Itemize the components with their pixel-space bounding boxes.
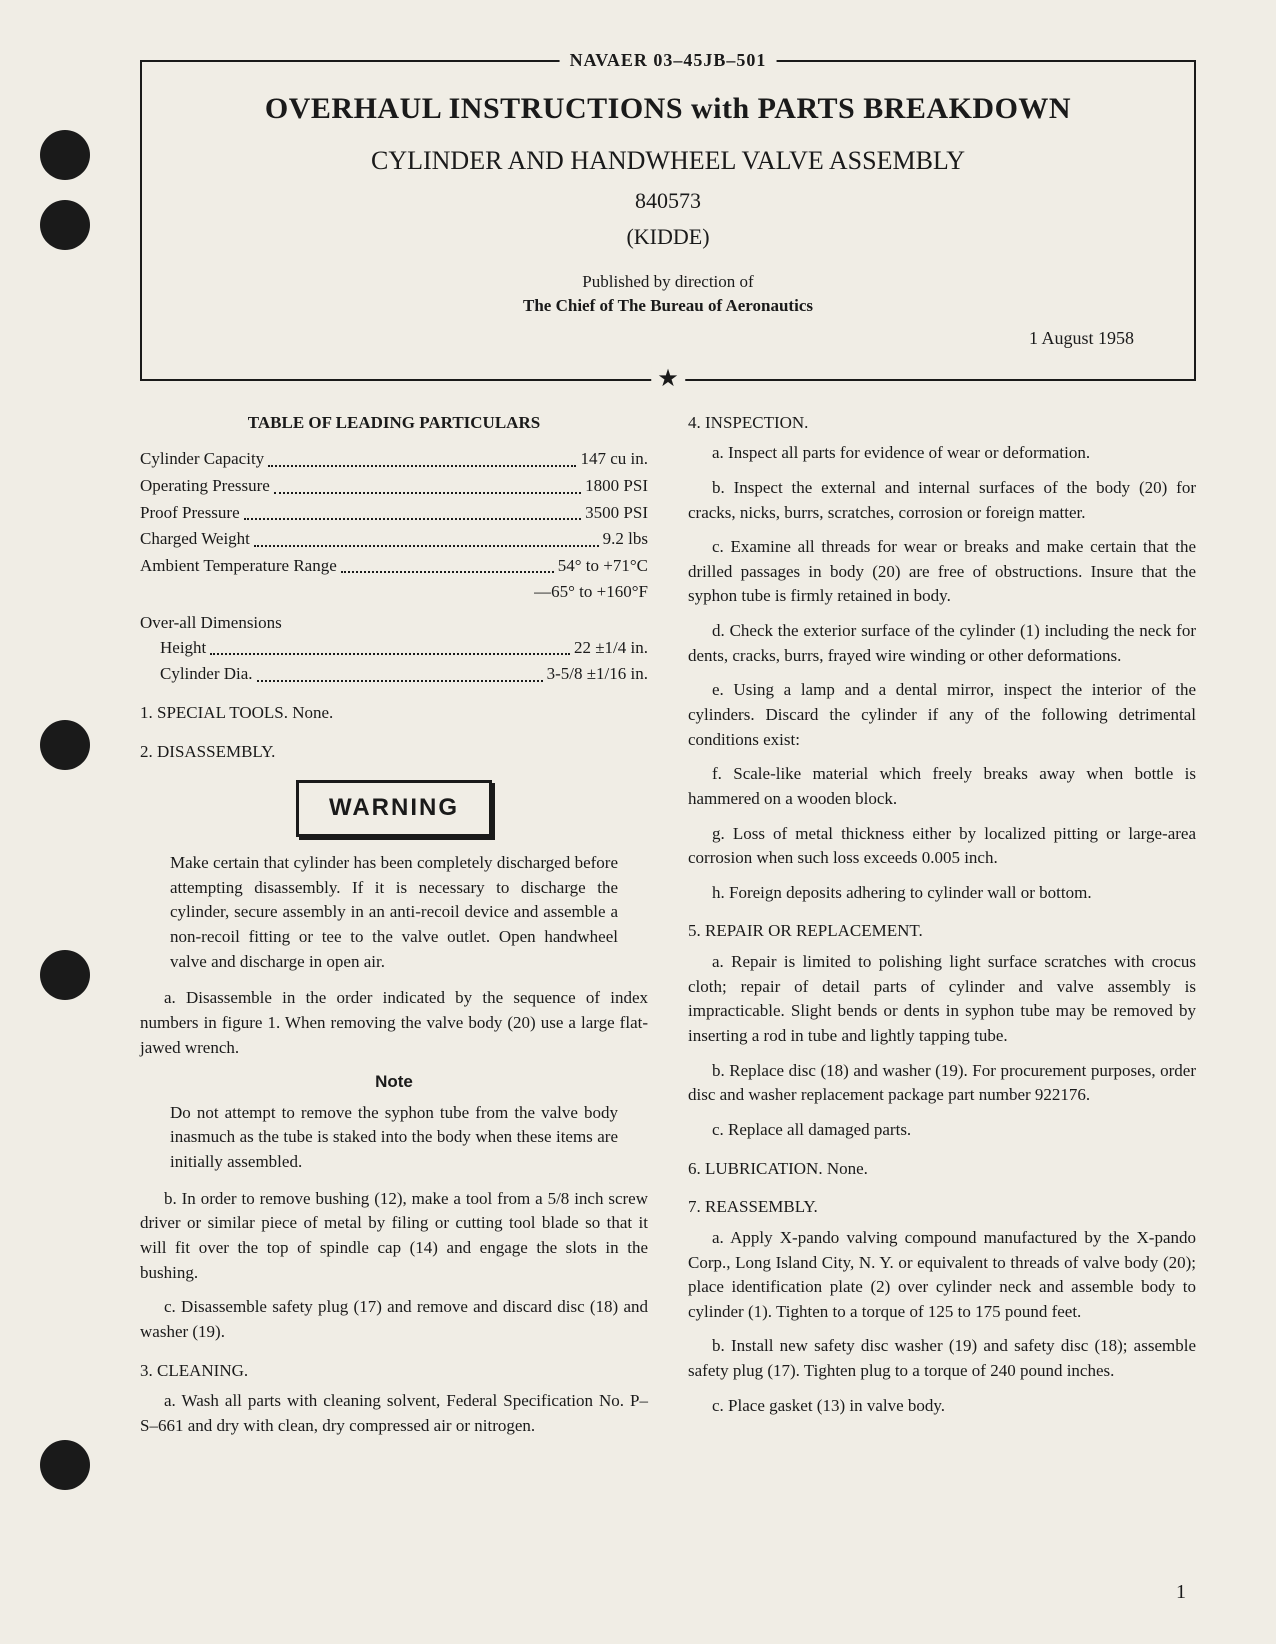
- spec-row: Charged Weight9.2 lbs: [140, 527, 648, 552]
- published-line2: The Chief of The Bureau of Aeronautics: [523, 296, 813, 315]
- section-5: 5. REPAIR OR REPLACEMENT.: [688, 919, 1196, 944]
- note-label: Note: [140, 1070, 648, 1095]
- para-5c: c. Replace all damaged parts.: [688, 1118, 1196, 1143]
- doc-number: NAVAER 03–45JB–501: [560, 50, 777, 71]
- para-4h: h. Foreign deposits adhering to cylinder…: [688, 881, 1196, 906]
- spec-row: Operating Pressure1800 PSI: [140, 474, 648, 499]
- right-column: 4. INSPECTION. a. Inspect all parts for …: [688, 411, 1196, 1449]
- para-4b: b. Inspect the external and internal sur…: [688, 476, 1196, 525]
- para-4e: e. Using a lamp and a dental mirror, ins…: [688, 678, 1196, 752]
- part-number: 840573: [182, 188, 1154, 214]
- punch-hole: [40, 1440, 90, 1490]
- para-2a: a. Disassemble in the order indicated by…: [140, 986, 648, 1060]
- subtitle: CYLINDER AND HANDWHEEL VALVE ASSEMBLY: [182, 146, 1154, 176]
- section-6: 6. LUBRICATION. None.: [688, 1157, 1196, 1182]
- section-3: 3. CLEANING.: [140, 1359, 648, 1384]
- main-title: OVERHAUL INSTRUCTIONS with PARTS BREAKDO…: [182, 92, 1154, 126]
- para-2c: c. Disassemble safety plug (17) and remo…: [140, 1295, 648, 1344]
- para-5b: b. Replace disc (18) and washer (19). Fo…: [688, 1059, 1196, 1108]
- warning-box: WARNING: [296, 780, 492, 837]
- left-column: TABLE OF LEADING PARTICULARS Cylinder Ca…: [140, 411, 648, 1449]
- section-1: 1. SPECIAL TOOLS. None.: [140, 701, 648, 726]
- para-4f: f. Scale-like material which freely brea…: [688, 762, 1196, 811]
- note-body: Do not attempt to remove the syphon tube…: [140, 1101, 648, 1175]
- dims-label: Over-all Dimensions: [140, 611, 648, 636]
- spec-row: Proof Pressure3500 PSI: [140, 501, 648, 526]
- para-4g: g. Loss of metal thickness either by loc…: [688, 822, 1196, 871]
- para-4c: c. Examine all threads for wear or break…: [688, 535, 1196, 609]
- spec-row: Ambient Temperature Range54° to +71°C: [140, 554, 648, 579]
- star-icon: ★: [651, 364, 685, 393]
- spec-row: Height22 ±1/4 in.: [140, 636, 648, 661]
- punch-hole: [40, 200, 90, 250]
- page-number: 1: [1176, 1581, 1186, 1604]
- para-7a: a. Apply X-pando valving compound manufa…: [688, 1226, 1196, 1325]
- section-4: 4. INSPECTION.: [688, 411, 1196, 436]
- manufacturer: (KIDDE): [182, 224, 1154, 250]
- section-2: 2. DISASSEMBLY.: [140, 740, 648, 765]
- para-4a: a. Inspect all parts for evidence of wea…: [688, 441, 1196, 466]
- warning-wrap: WARNING: [140, 770, 648, 851]
- content-columns: TABLE OF LEADING PARTICULARS Cylinder Ca…: [140, 411, 1196, 1449]
- published-line1: Published by direction of: [582, 272, 753, 291]
- punch-hole: [40, 950, 90, 1000]
- warning-body: Make certain that cylinder has been comp…: [140, 851, 648, 974]
- para-5a: a. Repair is limited to polishing light …: [688, 950, 1196, 1049]
- spec-row: —65° to +160°F: [140, 580, 648, 605]
- section-7: 7. REASSEMBLY.: [688, 1195, 1196, 1220]
- specs-title: TABLE OF LEADING PARTICULARS: [140, 411, 648, 436]
- para-2b: b. In order to remove bushing (12), make…: [140, 1187, 648, 1286]
- spec-row: Cylinder Dia.3-5/8 ±1/16 in.: [140, 662, 648, 687]
- published-by: Published by direction of The Chief of T…: [182, 270, 1154, 318]
- para-7b: b. Install new safety disc washer (19) a…: [688, 1334, 1196, 1383]
- punch-hole: [40, 130, 90, 180]
- para-7c: c. Place gasket (13) in valve body.: [688, 1394, 1196, 1419]
- warning-label: WARNING: [299, 783, 489, 834]
- para-3a: a. Wash all parts with cleaning solvent,…: [140, 1389, 648, 1438]
- spec-row: Cylinder Capacity147 cu in.: [140, 447, 648, 472]
- para-4d: d. Check the exterior surface of the cyl…: [688, 619, 1196, 668]
- punch-hole: [40, 720, 90, 770]
- header-box: NAVAER 03–45JB–501 OVERHAUL INSTRUCTIONS…: [140, 60, 1196, 381]
- date: 1 August 1958: [182, 328, 1154, 349]
